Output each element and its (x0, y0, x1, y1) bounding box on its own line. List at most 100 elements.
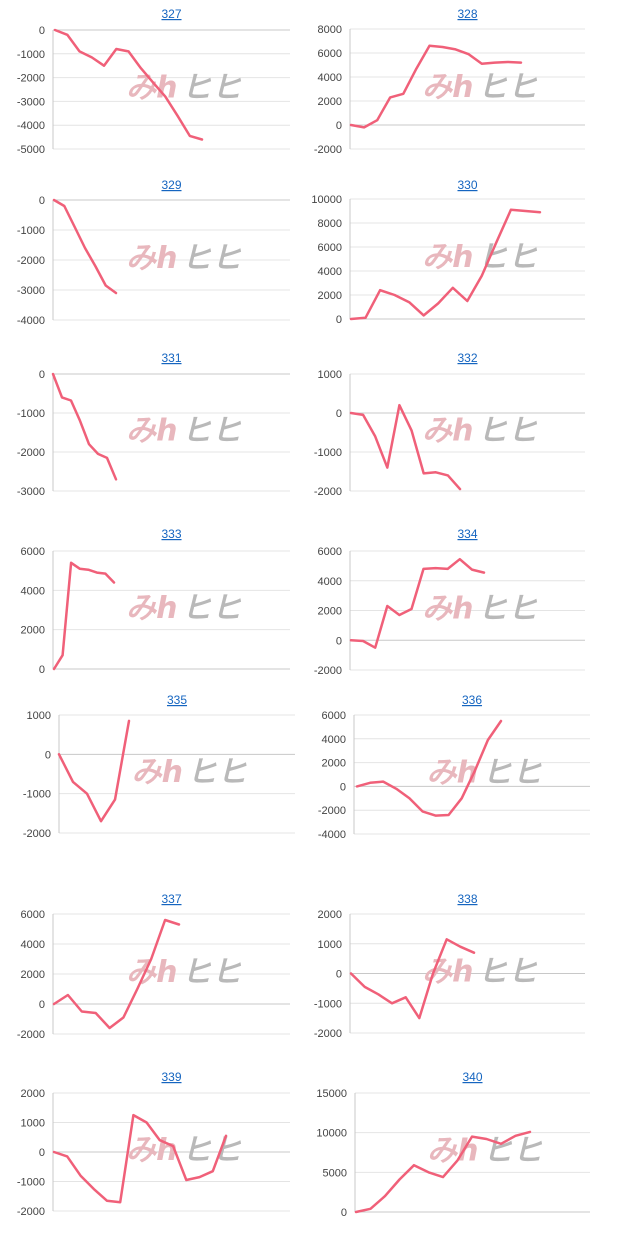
data-point (150, 958, 152, 960)
watermark-right: ヒヒ (478, 955, 538, 990)
data-point (408, 301, 410, 303)
data-point (374, 435, 376, 437)
series-line (349, 938, 476, 1020)
y-tick-label: 8000 (318, 218, 342, 230)
data-point (459, 558, 461, 560)
series-line (349, 403, 462, 491)
chart-title-link[interactable]: 327 (161, 7, 181, 21)
data-point (54, 29, 56, 31)
series-line (349, 44, 523, 129)
data-point (136, 988, 138, 990)
y-tick-label: -1000 (314, 447, 342, 459)
data-point (63, 205, 65, 207)
chart-339: 339 2000 1000 0 -1000 -2000 みh ヒヒ (17, 1070, 290, 1218)
watermark-left: みh (427, 756, 478, 791)
data-point (514, 1135, 516, 1137)
y-tick-label: -1000 (17, 225, 45, 237)
data-point (73, 226, 75, 228)
data-point (467, 53, 469, 55)
y-tick-label: 4000 (322, 734, 346, 746)
y-tick-label: 0 (336, 408, 342, 420)
chart-title-link[interactable]: 334 (457, 527, 477, 541)
data-point (435, 471, 437, 473)
data-point (84, 247, 86, 249)
data-point (128, 720, 130, 722)
y-tick-label: -2000 (314, 665, 342, 677)
data-point (100, 820, 102, 822)
y-tick-label: 2000 (21, 969, 45, 981)
y-tick-label: 10000 (316, 1128, 347, 1140)
data-point (70, 399, 72, 401)
y-tick-label: -4000 (318, 829, 346, 841)
y-tick-label: 2000 (21, 625, 45, 637)
data-point (115, 478, 117, 480)
y-tick-label: -2000 (314, 144, 342, 156)
y-tick-label: 8000 (318, 24, 342, 36)
chart-title-link[interactable]: 331 (161, 351, 181, 365)
data-point (362, 640, 364, 642)
data-point (481, 275, 483, 277)
data-point (422, 472, 424, 474)
y-tick-label: 4000 (21, 939, 45, 951)
y-tick-label: 6000 (318, 48, 342, 60)
y-tick-label: 0 (341, 1207, 347, 1219)
data-point (398, 614, 400, 616)
data-point (140, 67, 142, 69)
data-point (391, 1002, 393, 1004)
y-tick-label: -3000 (17, 285, 45, 297)
series-line (349, 208, 542, 321)
watermark-right: ヒヒ (187, 755, 247, 790)
y-tick-label: 1000 (318, 369, 342, 381)
data-point (104, 572, 106, 574)
data-point (384, 1195, 386, 1197)
y-tick-label: -1000 (314, 998, 342, 1010)
data-point (92, 1188, 94, 1190)
data-point (114, 798, 116, 800)
y-tick-label: 0 (336, 120, 342, 132)
data-point (53, 668, 55, 670)
data-point (402, 93, 404, 95)
watermark-left: みh (422, 240, 473, 275)
data-point (122, 1016, 124, 1018)
y-tick-label: 4000 (318, 576, 342, 588)
data-point (86, 792, 88, 794)
data-point (485, 1138, 487, 1140)
y-tick-label: 0 (39, 195, 45, 207)
data-point (350, 412, 352, 414)
chart-330: 330 10000 8000 6000 4000 2000 0 みh ヒヒ (311, 178, 585, 326)
data-point (386, 466, 388, 468)
data-point (398, 404, 400, 406)
chart-title-link[interactable]: 340 (462, 1070, 482, 1084)
chart-title-link[interactable]: 333 (161, 527, 181, 541)
chart-title-link[interactable]: 337 (161, 892, 181, 906)
chart-title-link[interactable]: 329 (161, 178, 181, 192)
data-point (132, 1114, 134, 1116)
data-point (164, 95, 166, 97)
data-point (377, 993, 379, 995)
data-point (459, 488, 461, 490)
chart-title-link[interactable]: 338 (457, 892, 477, 906)
series-line (52, 918, 181, 1030)
chart-title-link[interactable]: 335 (167, 693, 187, 707)
chart-title-link[interactable]: 328 (457, 7, 477, 21)
watermark-right: ヒヒ (478, 592, 538, 627)
data-point (115, 48, 117, 50)
data-point (447, 568, 449, 570)
data-point (152, 81, 154, 83)
chart-title-link[interactable]: 332 (457, 351, 477, 365)
data-point (379, 289, 381, 291)
y-tick-label: 4000 (318, 266, 342, 278)
chart-title-link[interactable]: 339 (161, 1070, 181, 1084)
data-point (421, 810, 423, 812)
y-tick-label: 4000 (21, 585, 45, 597)
data-point (97, 453, 99, 455)
data-point (461, 797, 463, 799)
y-tick-label: 4000 (318, 72, 342, 84)
series-line (52, 198, 118, 295)
y-tick-label: -2000 (318, 805, 346, 817)
chart-title-link[interactable]: 336 (462, 693, 482, 707)
y-tick-label: 15000 (316, 1088, 347, 1100)
chart-title-link[interactable]: 330 (457, 178, 477, 192)
y-tick-label: 0 (340, 781, 346, 793)
data-point (78, 50, 80, 52)
